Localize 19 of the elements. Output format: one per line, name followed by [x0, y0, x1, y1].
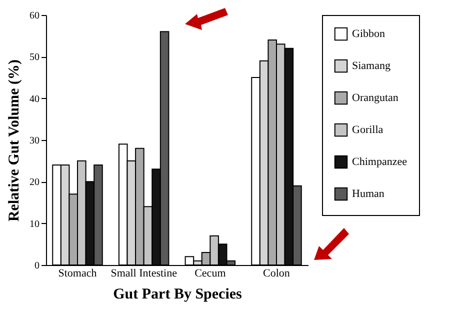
legend-label: Orangutan [352, 92, 399, 104]
x-tick-label: Colon [263, 268, 290, 280]
y-tick-label: 60 [30, 10, 40, 22]
x-axis-title: Gut Part By Species [113, 286, 242, 302]
y-tick-label: 0 [34, 260, 40, 272]
legend-label: Human [352, 188, 385, 200]
y-tick-label: 10 [30, 218, 40, 230]
x-tick-label: Stomach [58, 268, 98, 280]
y-tick-label: 40 [30, 94, 40, 105]
legend-label: Chimpanzee [352, 156, 408, 168]
legend-label: Gibbon [352, 28, 386, 40]
y-axis-title: Relative Gut Volume (%) [6, 59, 22, 222]
legend-label: Siamang [352, 60, 391, 72]
y-tick-label: 20 [30, 177, 40, 188]
y-tick-label: 30 [30, 136, 40, 146]
legend-label: Gorilla [352, 124, 384, 136]
x-tick-label: Cecum [194, 268, 226, 280]
y-tick-label: 50 [30, 52, 40, 64]
x-tick-label: Small Intestine [110, 268, 178, 280]
